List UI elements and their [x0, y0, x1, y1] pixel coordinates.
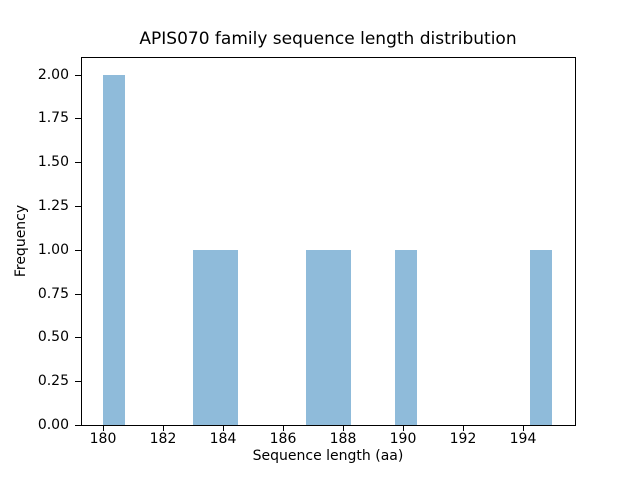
histogram-bar [395, 250, 417, 425]
histogram-bar [306, 250, 351, 425]
y-tick-label: 1.25 [37, 198, 69, 214]
x-tick-label: 180 [89, 431, 117, 447]
x-tick-label: 184 [209, 431, 237, 447]
x-tick-label: 188 [329, 431, 357, 447]
histogram-bar [530, 250, 552, 425]
chart-title: APIS070 family sequence length distribut… [139, 29, 517, 49]
x-axis-label: Sequence length (aa) [252, 448, 404, 464]
y-tick-label: 0.75 [37, 286, 69, 302]
y-tick-label: 0.25 [37, 373, 69, 389]
y-tick-mark [75, 294, 81, 295]
x-tick-mark [343, 426, 344, 431]
y-tick-label: 0.00 [37, 417, 69, 433]
y-tick-mark [75, 162, 81, 163]
y-tick-label: 1.00 [37, 242, 69, 258]
y-tick-mark [75, 75, 81, 76]
y-tick-mark [75, 206, 81, 207]
y-tick-mark [75, 425, 81, 426]
x-tick-mark [463, 426, 464, 431]
x-tick-label: 190 [389, 431, 417, 447]
x-tick-label: 186 [269, 431, 297, 447]
y-tick-label: 1.50 [37, 154, 69, 170]
x-tick-mark [283, 426, 284, 431]
x-tick-label: 194 [509, 431, 537, 447]
y-tick-label: 2.00 [37, 67, 69, 83]
histogram-bar [103, 75, 125, 425]
y-axis-label: Frequency [13, 204, 29, 278]
x-tick-mark [163, 426, 164, 431]
y-tick-mark [75, 337, 81, 338]
x-tick-mark [103, 426, 104, 431]
x-tick-label: 182 [149, 431, 177, 447]
y-tick-mark [75, 250, 81, 251]
x-tick-mark [523, 426, 524, 431]
y-tick-mark [75, 381, 81, 382]
y-tick-label: 0.50 [37, 329, 69, 345]
x-tick-mark [223, 426, 224, 431]
y-tick-label: 1.75 [37, 110, 69, 126]
y-tick-mark [75, 118, 81, 119]
plot-area [81, 57, 576, 426]
x-tick-mark [403, 426, 404, 431]
histogram-bar [193, 250, 238, 425]
x-tick-label: 192 [449, 431, 477, 447]
